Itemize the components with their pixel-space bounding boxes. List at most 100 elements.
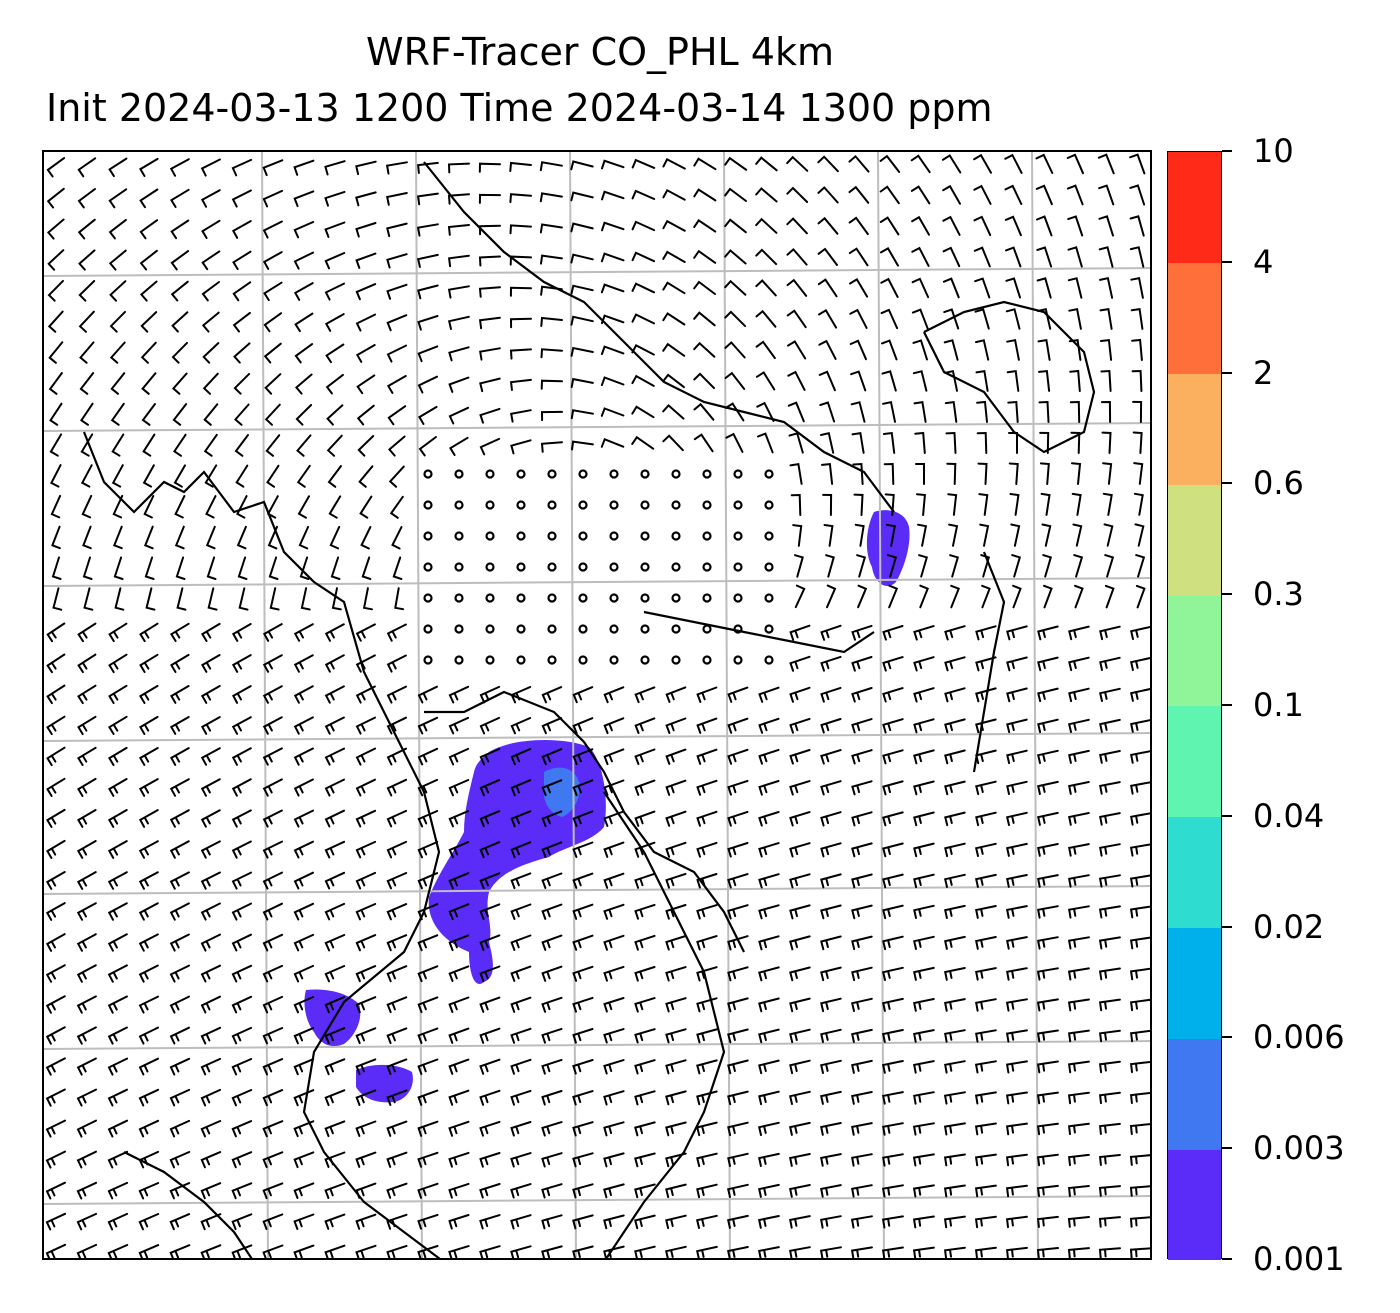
wind-barb — [324, 654, 345, 673]
wind-barb — [911, 277, 930, 299]
wind-barb — [941, 154, 962, 174]
wind-barb — [294, 373, 313, 395]
wind-barb — [912, 1153, 935, 1167]
wind-barb — [231, 158, 253, 177]
wind-barb — [1067, 936, 1090, 950]
wind-barb — [76, 1057, 97, 1076]
wind-barb — [1099, 718, 1121, 733]
wind-barb — [1040, 492, 1051, 516]
wind-barb — [51, 556, 62, 580]
calm-wind-marker — [702, 500, 712, 510]
colorbar-segment — [1168, 816, 1221, 929]
wind-barb — [388, 465, 405, 488]
wind-barb — [447, 285, 470, 299]
wind-barb — [851, 873, 873, 889]
wind-barb — [943, 1091, 966, 1105]
wind-barb — [789, 1121, 811, 1136]
wind-barb — [293, 996, 315, 1014]
colorbar-tick — [1222, 704, 1232, 706]
wind-barb — [361, 556, 372, 580]
wind-barb — [1097, 153, 1115, 175]
wind-barb — [882, 1153, 904, 1167]
wind-barb — [510, 934, 532, 951]
wind-barb — [293, 685, 314, 704]
wind-barb — [755, 279, 777, 297]
wind-barb — [269, 587, 280, 611]
wind-barb — [386, 778, 408, 797]
calm-wind-marker — [547, 469, 557, 479]
wind-barb — [1102, 492, 1113, 516]
wind-barb — [107, 1088, 128, 1107]
wind-barb — [826, 584, 837, 609]
wind-barb — [355, 778, 376, 797]
wind-barb — [355, 809, 377, 828]
wind-barb — [600, 283, 625, 294]
wind-barb — [851, 1184, 873, 1198]
wind-barb — [944, 687, 966, 703]
wind-barb — [231, 840, 252, 859]
wind-barb — [696, 717, 718, 734]
wind-barb — [262, 1089, 284, 1107]
wind-barb — [818, 309, 838, 329]
calm-wind-marker — [733, 624, 743, 634]
wind-barb — [447, 315, 470, 330]
wind-barb — [948, 523, 959, 547]
wind-barb — [510, 810, 532, 828]
map-canvas — [44, 152, 1150, 1258]
wind-barb — [631, 220, 656, 232]
wind-barb — [231, 220, 252, 239]
wind-barb — [510, 378, 532, 391]
meridian-line — [261, 152, 269, 1258]
wind-barb — [416, 223, 439, 237]
calm-wind-marker — [733, 500, 743, 510]
wind-barb — [1005, 811, 1028, 826]
wind-barb — [324, 160, 346, 176]
coastline-southwest — [123, 1151, 253, 1258]
wind-barb — [696, 873, 718, 889]
wind-barb — [324, 1182, 346, 1199]
calm-wind-marker — [640, 469, 650, 479]
wind-barb — [417, 1245, 439, 1258]
colorbar-tick — [1222, 1147, 1232, 1150]
wind-barb — [169, 716, 190, 735]
wind-barb — [1039, 431, 1050, 454]
wind-barb — [448, 716, 470, 735]
wind-barb — [207, 587, 218, 611]
calm-wind-marker — [609, 562, 619, 572]
wind-barb — [854, 523, 865, 547]
wind-barb — [882, 718, 904, 734]
calm-wind-marker — [578, 531, 588, 541]
wind-barb — [231, 995, 253, 1014]
wind-barb — [510, 1152, 532, 1168]
wind-barb — [603, 1059, 625, 1075]
wind-barb — [293, 282, 314, 301]
wind-barb — [330, 556, 341, 580]
calm-wind-marker — [671, 469, 681, 479]
wind-barb — [662, 250, 686, 263]
wind-barb — [478, 193, 501, 204]
wind-barb — [139, 280, 158, 302]
wind-barb — [1005, 1153, 1028, 1167]
wind-barb — [294, 312, 314, 333]
wind-barb — [600, 252, 625, 263]
wind-barb — [201, 250, 221, 271]
wind-barb — [386, 1213, 408, 1230]
wind-barb — [943, 1153, 966, 1167]
parallel-line — [44, 422, 1150, 432]
parallel-line — [44, 885, 1150, 895]
calm-wind-marker — [609, 500, 619, 510]
wind-barb — [386, 716, 407, 735]
calm-wind-marker — [640, 562, 650, 572]
wind-barb — [266, 464, 280, 488]
wind-barb — [387, 405, 407, 426]
wind-barb — [327, 465, 342, 488]
wind-barb — [78, 280, 96, 302]
wind-barb — [789, 717, 811, 734]
wind-barb — [1131, 338, 1143, 361]
wind-barb — [1070, 431, 1081, 454]
calm-wind-marker — [454, 500, 464, 510]
wind-barb — [1036, 1184, 1059, 1198]
wind-barb — [879, 216, 900, 236]
wind-barb — [852, 462, 864, 485]
coastline-west — [82, 431, 441, 1258]
